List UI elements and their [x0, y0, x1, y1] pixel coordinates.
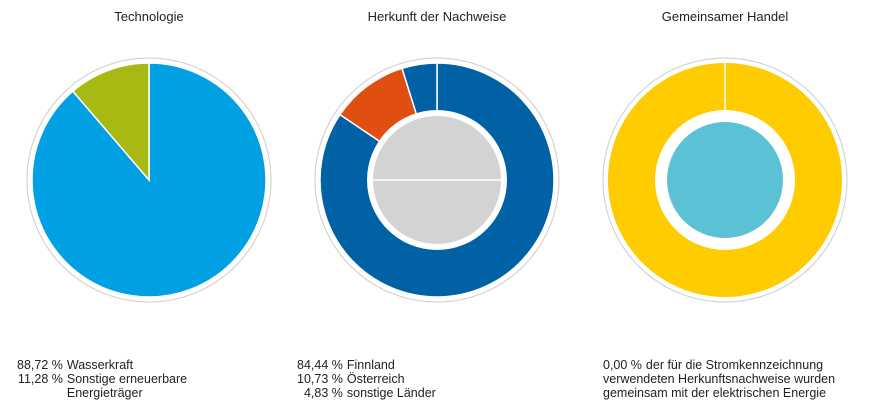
outer-ring: [26, 57, 272, 303]
legend: 84,44 % Finnland 10,73 % Österreich 4,83 % so…: [297, 358, 537, 400]
legend: 0,00 % der für die Stromkennzeichnung ver…: [603, 358, 858, 400]
legend-value: 11,28 %: [17, 372, 63, 386]
legend-value: 88,72 %: [17, 358, 63, 372]
legend-label: der für die Stromkennzeichnung verwendet…: [603, 358, 836, 400]
legend: 88,72 % Wasserkraft 11,28 % Sonstige erneue…: [17, 358, 257, 400]
legend-value: 0,00 %: [603, 358, 642, 372]
chart-title: Gemeinsamer Handel: [662, 9, 789, 24]
outer-ring: [602, 57, 848, 303]
chart-title: Technologie: [114, 9, 183, 24]
chart-title: Herkunft der Nachweise: [368, 9, 507, 24]
outer-ring: [314, 57, 560, 303]
legend-label: sonstige Länder: [346, 386, 436, 400]
center-circle: [667, 122, 783, 238]
legend-value: 10,73 %: [297, 372, 343, 386]
legend-label: Wasserkraft: [66, 358, 134, 372]
legend-label: Finnland: [346, 358, 395, 372]
legend-value: 84,44 %: [297, 358, 343, 372]
slice: [71, 62, 150, 183]
legend-label: Sonstige erneuerbare Energieträger: [66, 372, 188, 400]
legend-label: Österreich: [346, 372, 405, 386]
legend-value: 4,83 %: [303, 386, 343, 400]
